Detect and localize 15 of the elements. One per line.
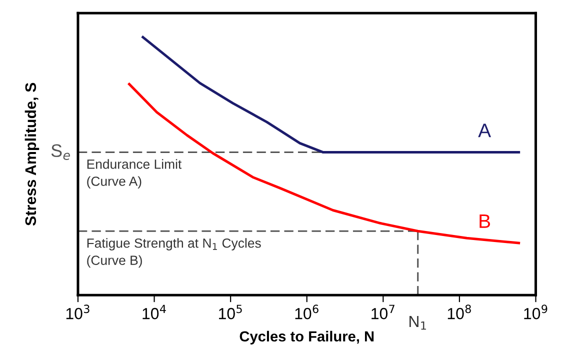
text: Fatigue Strength at N$_{1}$ Cycles (Curve B) [87, 238, 261, 268]
ref-line-label: S$_{e}$ [51, 144, 70, 160]
x-axis-title: Cycles to Failure, N [240, 330, 374, 344]
y-axis-title: Stress Amplitude, S [24, 82, 40, 226]
x-tick-label: 10$^{9}$ [524, 304, 548, 320]
annotation: Endurance Limit (Curve A) [87, 159, 182, 189]
ref-line-label: N$_{1}$ [410, 316, 426, 330]
x-tick-label: 10$^{4}$ [142, 304, 166, 320]
x-tick-label: 10$^{5}$ [219, 304, 242, 320]
series-label: A [478, 124, 492, 138]
series-label: B [480, 214, 490, 228]
x-tick-label: 10$^{6}$ [295, 304, 318, 320]
x-tick-label: 10$^{7}$ [372, 304, 394, 320]
x-tick-label: 10$^{3}$ [66, 304, 90, 320]
x-tick-label: 10$^{8}$ [448, 304, 471, 320]
